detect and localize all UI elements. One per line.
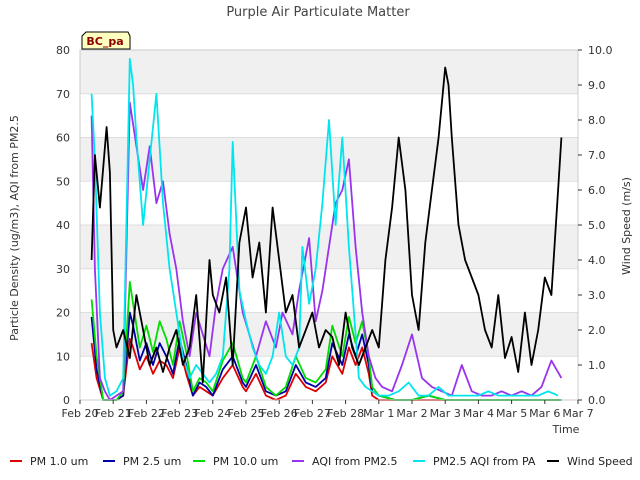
y-tick-label-left: 50 xyxy=(56,175,70,188)
y-tick-label-left: 40 xyxy=(56,219,70,232)
x-tick-label: Mar 7 xyxy=(562,407,593,420)
y-tick-label-right: 7.0 xyxy=(588,149,606,162)
site-badge-label: BC_pa xyxy=(86,35,123,48)
y-tick-label-left: 0 xyxy=(63,394,70,407)
x-tick-label: Feb 27 xyxy=(294,407,331,420)
legend-label-pm-2-5-um: PM 2.5 um xyxy=(123,455,181,468)
series-line-aqi-from-pm2-5 xyxy=(90,101,563,401)
y-axis-right-ticks: 0.0 1.0 2.0 3.0 4.0 5.0 6.0 7.0 8.0 9.0 10.0 xyxy=(578,44,613,407)
y-axis-left-label: Particle Density (ug/m3), AQI from PM2.5 xyxy=(8,115,21,341)
x-tick-label: Feb 23 xyxy=(161,407,198,420)
x-tick-label: Mar 5 xyxy=(496,407,527,420)
y-tick-label-left: 70 xyxy=(56,88,70,101)
y-tick-label-right: 3.0 xyxy=(588,289,606,302)
y-tick-label-right: 6.0 xyxy=(588,184,606,197)
background-band xyxy=(80,50,578,94)
y-tick-label-right: 4.0 xyxy=(588,254,606,267)
series-line-wind-speed xyxy=(90,66,563,384)
y-tick-label-left: 20 xyxy=(56,307,70,320)
background-band xyxy=(80,137,578,182)
legend-label-pm-1-0-um: PM 1.0 um xyxy=(30,455,88,468)
legend-label-aqi-from-pm2-5: AQI from PM2.5 xyxy=(312,455,397,468)
legend-label-wind-speed: Wind Speed xyxy=(567,455,633,468)
y-tick-label-right: 8.0 xyxy=(588,114,606,127)
series-line-pm-10-0-um xyxy=(90,280,562,401)
y-tick-label-right: 0.0 xyxy=(588,394,606,407)
x-tick-label: Feb 25 xyxy=(228,407,265,420)
y-tick-label-right: 5.0 xyxy=(588,219,606,232)
x-tick-label: Feb 24 xyxy=(194,407,231,420)
legend-label-pm2-5-aqi-from-pa: PM2.5 AQI from PA xyxy=(433,455,536,468)
x-tick-label: Feb 21 xyxy=(95,407,132,420)
y-tick-label-left: 10 xyxy=(56,350,70,363)
series-line-pm2-5-aqi-from-pa xyxy=(90,57,559,397)
x-tick-label: Feb 28 xyxy=(327,407,364,420)
y-tick-label-left: 80 xyxy=(56,44,70,57)
background-bands xyxy=(80,50,578,357)
y-tick-label-left: 30 xyxy=(56,263,70,276)
x-tick-label: Mar 3 xyxy=(430,407,461,420)
x-tick-label: Mar 1 xyxy=(363,407,394,420)
x-tick-label: Mar 2 xyxy=(396,407,427,420)
x-tick-label: Feb 22 xyxy=(128,407,165,420)
y-axis-left-ticks: 0 10 20 30 40 50 60 70 80 xyxy=(56,44,70,407)
site-badge: BC_pa xyxy=(81,31,131,50)
y-tick-label-right: 2.0 xyxy=(588,324,606,337)
x-tick-label: Feb 20 xyxy=(62,407,99,420)
x-tick-label: Mar 4 xyxy=(463,407,494,420)
legend: PM 1.0 um PM 2.5 um PM 10.0 um AQI from PM2… xyxy=(10,455,633,468)
legend-label-pm-10-0-um: PM 10.0 um xyxy=(213,455,278,468)
y-tick-label-left: 60 xyxy=(56,132,70,145)
series-layer xyxy=(90,57,563,401)
y-axis-right-label: Wind Speed (m/s) xyxy=(620,177,633,275)
y-tick-label-right: 10.0 xyxy=(588,44,613,57)
x-tick-label: Feb 26 xyxy=(261,407,298,420)
x-axis-label: Time xyxy=(552,423,580,436)
y-tick-label-right: 1.0 xyxy=(588,359,606,372)
y-tick-label-right: 9.0 xyxy=(588,79,606,92)
x-tick-label: Mar 6 xyxy=(529,407,560,420)
chart-title: Purple Air Particulate Matter xyxy=(226,5,410,20)
